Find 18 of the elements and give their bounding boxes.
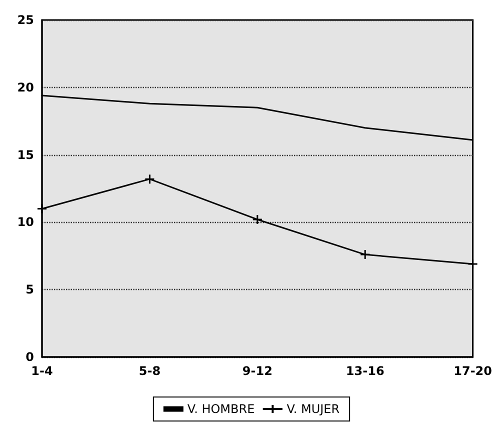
point [252, 214, 263, 225]
x-tick-label: 9-12 [242, 364, 272, 378]
point [360, 249, 370, 260]
point [468, 258, 478, 270]
x-tick-label: 17-20 [454, 364, 492, 378]
y-tick-label: 5 [26, 282, 34, 297]
y-tick-label: 0 [26, 350, 34, 364]
x-tick-label: 13-16 [346, 364, 384, 378]
y-tick-label: 25 [17, 13, 34, 27]
legend-label: V. HOMBRE [187, 402, 255, 416]
point [36, 203, 48, 214]
y-tick-label: 10 [17, 215, 34, 230]
point [144, 174, 155, 184]
y-tick-label: 15 [17, 148, 34, 162]
x-tick-label: 5-8 [138, 364, 161, 378]
y-tick-label: 20 [17, 80, 34, 94]
legend-label: V. MUJER [286, 402, 340, 416]
x-tick-label: 1-4 [31, 364, 53, 378]
